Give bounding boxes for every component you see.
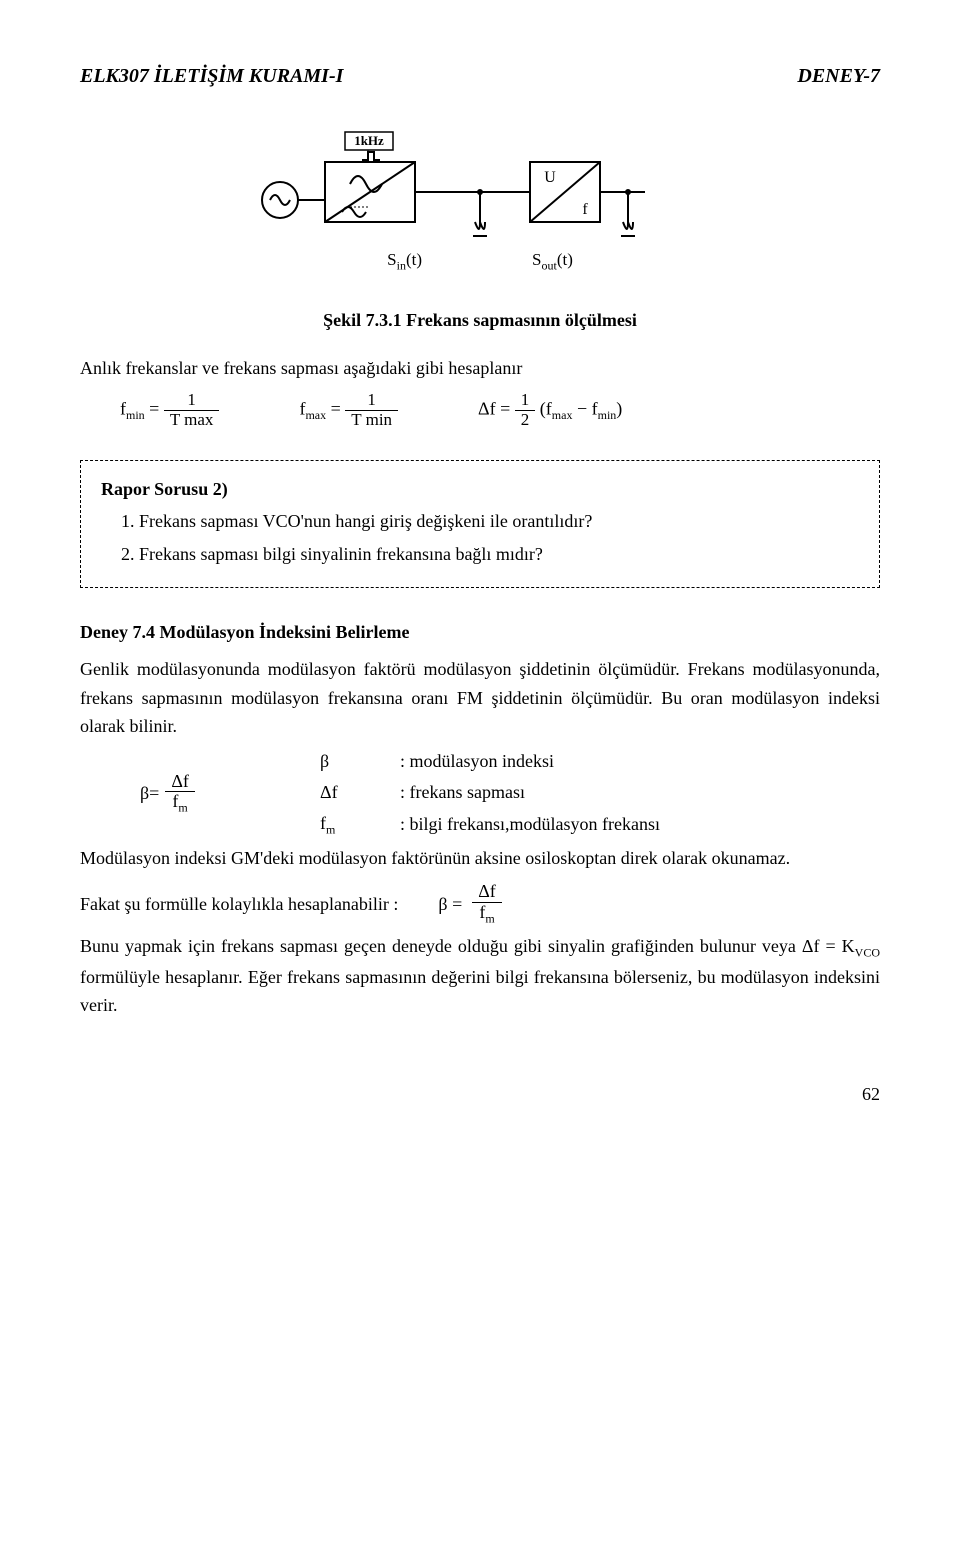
rapor-box: Rapor Sorusu 2) Frekans sapması VCO'nun … bbox=[80, 460, 880, 588]
sout-label: Sout(t) bbox=[532, 246, 573, 276]
beta-sym-1: β bbox=[320, 747, 400, 776]
rapor-title: Rapor Sorusu 2) bbox=[101, 475, 859, 504]
beta-sym-3: fm bbox=[320, 809, 400, 840]
signal-labels: Sin(t) Sout(t) bbox=[80, 246, 880, 276]
page-number: 62 bbox=[80, 1080, 880, 1109]
header-left: ELK307 İLETİŞİM KURAMI-I bbox=[80, 60, 343, 92]
figure-caption: Şekil 7.3.1 Frekans sapmasının ölçülmesi bbox=[80, 306, 880, 335]
vf-top: U bbox=[544, 169, 556, 186]
section-p3: Bunu yapmak için frekans sapması geçen d… bbox=[80, 932, 880, 1020]
vf-bottom: f bbox=[582, 201, 588, 218]
beta-desc-2: : frekans sapması bbox=[400, 778, 920, 807]
eq-df: Δf = 12 (fmax − fmin) bbox=[478, 391, 622, 429]
circuit-diagram: 1kHz U f bbox=[80, 122, 880, 242]
page-header: ELK307 İLETİŞİM KURAMI-I DENEY-7 bbox=[80, 60, 880, 92]
beta-definition: β= Δf fm β : modülasyon indeksi Δf : fre… bbox=[140, 747, 880, 839]
formula-text: Fakat şu formülle kolaylıkla hesaplanabi… bbox=[80, 890, 398, 919]
section-p1: Genlik modülasyonunda modülasyon faktörü… bbox=[80, 655, 880, 741]
section-title: Deney 7.4 Modülasyon İndeksini Belirleme bbox=[80, 618, 880, 647]
beta-formula-line: Fakat şu formülle kolaylıkla hesaplanabi… bbox=[80, 882, 880, 926]
equations-row: fmin = 1T max fmax = 1T min Δf = 12 (fma… bbox=[120, 391, 880, 429]
eq-fmax: fmax = 1T min bbox=[299, 391, 398, 429]
freq-label: 1kHz bbox=[354, 133, 384, 148]
beta-desc-3: : bilgi frekansı,modülasyon frekansı bbox=[400, 810, 920, 839]
beta-desc-1: : modülasyon indeksi bbox=[400, 747, 920, 776]
eq-fmin: fmin = 1T max bbox=[120, 391, 219, 429]
header-right: DENEY-7 bbox=[797, 60, 880, 92]
intro-line: Anlık frekanslar ve frekans sapması aşağ… bbox=[80, 354, 880, 383]
rapor-item: Frekans sapması VCO'nun hangi giriş deği… bbox=[139, 507, 859, 536]
rapor-item: Frekans sapması bilgi sinyalinin frekans… bbox=[139, 540, 859, 569]
beta-sym-2: Δf bbox=[320, 778, 400, 807]
section-p2: Modülasyon indeksi GM'deki modülasyon fa… bbox=[80, 844, 880, 873]
sin-label: Sin(t) bbox=[387, 246, 422, 276]
